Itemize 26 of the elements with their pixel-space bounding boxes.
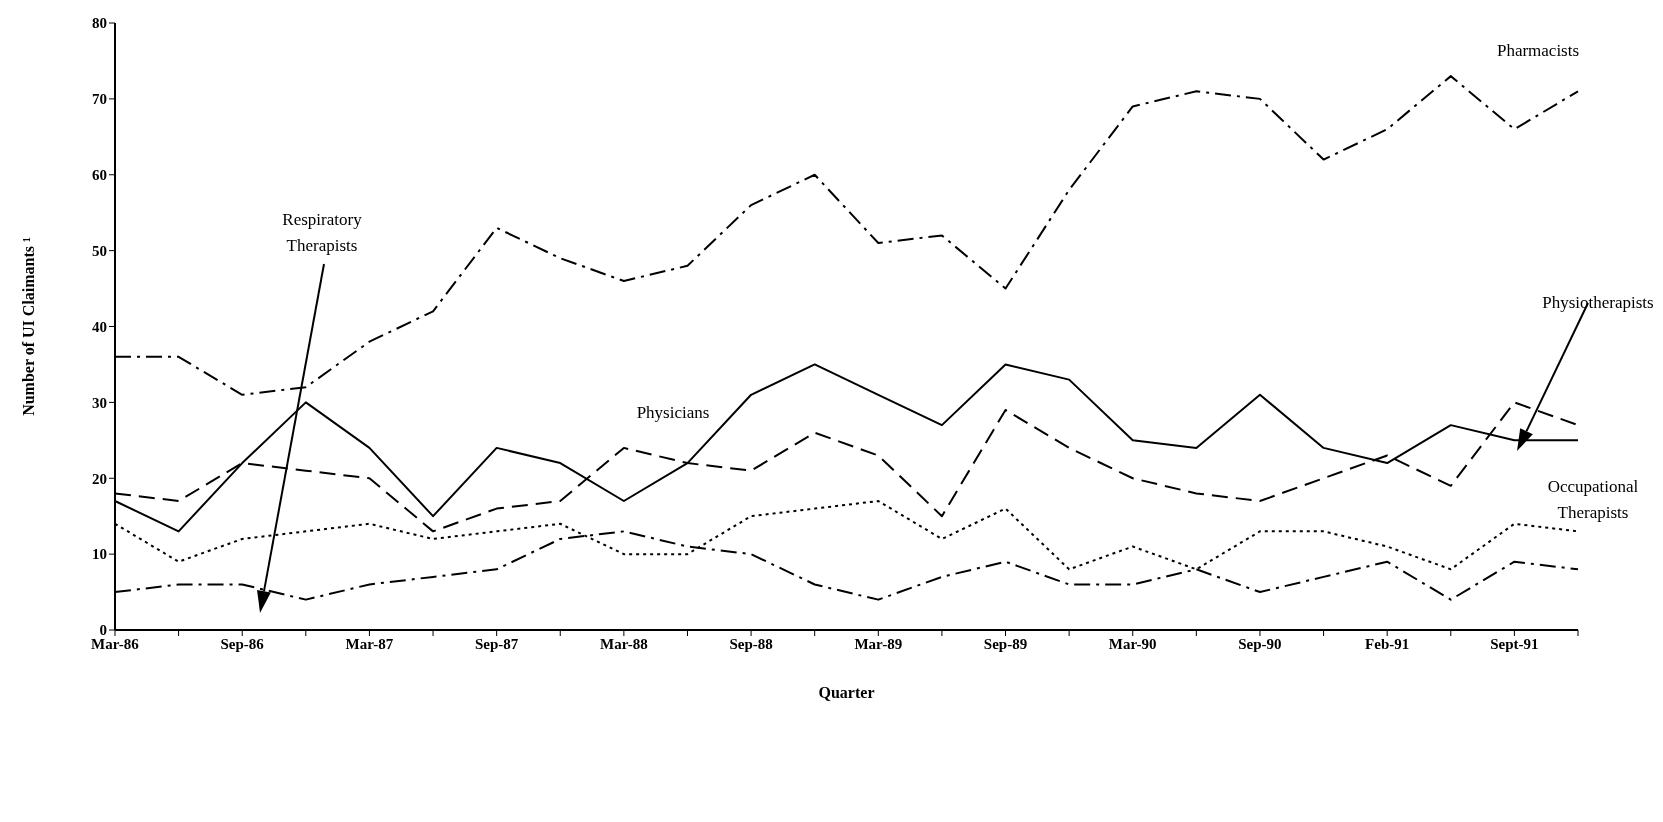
x-tick-label: Feb-91 [1365, 635, 1410, 652]
x-tick-label: Sep-86 [220, 635, 265, 652]
y-tick-label: 70 [92, 91, 107, 108]
x-tick-label: Sept-91 [1490, 635, 1539, 652]
y-tick-label: 80 [92, 15, 107, 32]
x-tick-label: Mar-88 [599, 635, 648, 652]
text: Physiotherapists [1541, 292, 1655, 314]
x-tick-label: Sep-87 [474, 635, 519, 652]
series-label: Pharmacists [1495, 40, 1581, 62]
series-label: Physicians [635, 402, 711, 424]
x-tick-label: Mar-90 [1108, 635, 1157, 652]
y-tick-label: 30 [92, 394, 107, 411]
y-tick-label: 60 [92, 167, 107, 184]
y-axis-title: Number of UI Claimants ¹ [19, 236, 37, 416]
x-tick-label: Mar-87 [345, 635, 394, 652]
y-tick-label: 10 [92, 546, 107, 563]
x-tick-label: Sep-89 [983, 635, 1028, 652]
text: Respiratory Therapists [281, 209, 363, 257]
x-axis-title: Quarter [818, 684, 875, 701]
series-label: Occupational Therapists [1546, 476, 1640, 524]
x-tick-label: Sep-88 [729, 635, 773, 652]
x-tick-label: Sep-90 [1238, 635, 1282, 652]
y-tick-label: 20 [92, 470, 107, 487]
x-tick-label: Mar-89 [854, 635, 903, 652]
y-tick-label: 40 [92, 318, 107, 335]
y-tick-label: 50 [92, 242, 107, 259]
